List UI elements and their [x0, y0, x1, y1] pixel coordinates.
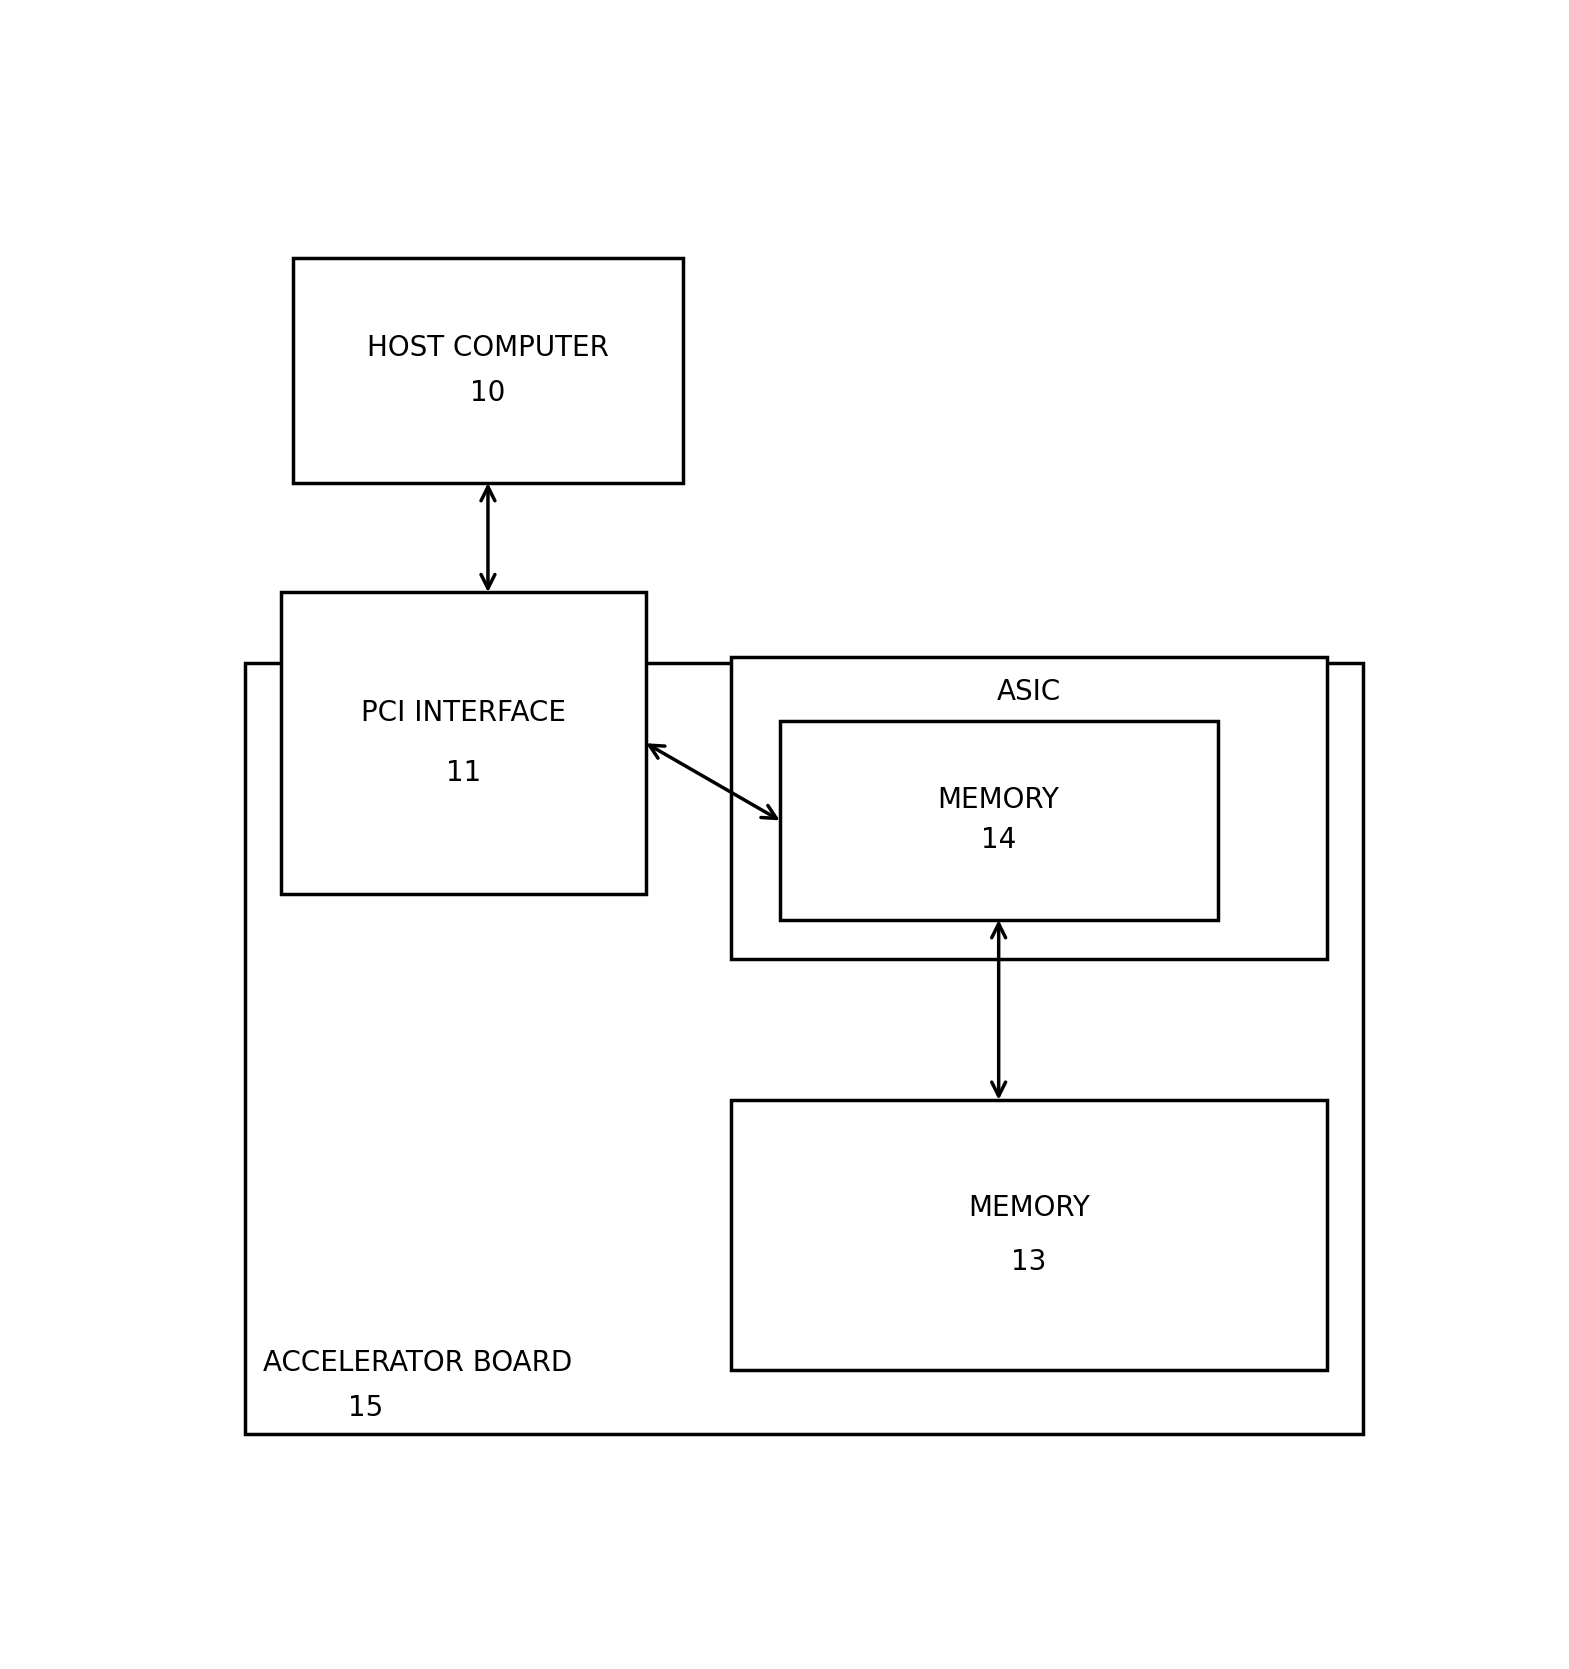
- Text: ACCELERATOR BOARD: ACCELERATOR BOARD: [264, 1349, 573, 1377]
- Text: MEMORY: MEMORY: [938, 786, 1059, 814]
- Text: 14: 14: [981, 826, 1017, 855]
- Bar: [245, 663, 1363, 1434]
- Text: 15: 15: [348, 1394, 383, 1422]
- Text: HOST COMPUTER: HOST COMPUTER: [367, 334, 609, 362]
- Text: 10: 10: [471, 379, 505, 407]
- Text: 13: 13: [1012, 1248, 1047, 1275]
- Text: MEMORY: MEMORY: [968, 1193, 1090, 1222]
- Bar: [780, 721, 1218, 920]
- Bar: [731, 656, 1327, 958]
- Text: ASIC: ASIC: [996, 679, 1061, 706]
- Bar: [731, 1100, 1327, 1370]
- Text: 12: 12: [1012, 726, 1047, 754]
- Bar: [281, 592, 646, 895]
- Bar: [293, 259, 683, 482]
- Text: 11: 11: [446, 759, 482, 788]
- Text: PCI INTERFACE: PCI INTERFACE: [361, 699, 566, 728]
